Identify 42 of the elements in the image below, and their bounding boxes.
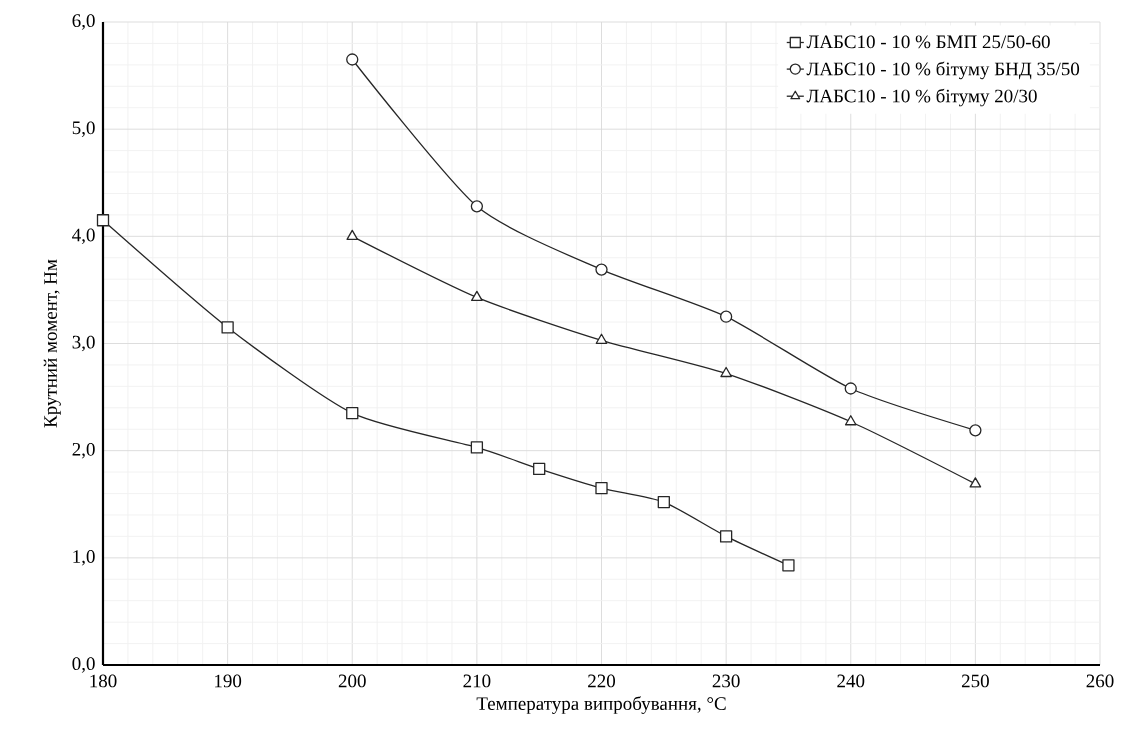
point xyxy=(471,290,483,302)
point xyxy=(346,53,359,66)
x-tick-label: 240 xyxy=(837,674,865,688)
point xyxy=(595,263,608,276)
x-tick-label: 180 xyxy=(90,674,117,688)
point xyxy=(720,366,732,378)
point xyxy=(595,482,608,495)
point xyxy=(719,310,733,323)
y-tick-label: 4,0 xyxy=(72,228,95,245)
point xyxy=(96,214,110,227)
legend-label: ЛАБС10 - 10 % БМП 25/50-60 xyxy=(806,35,1050,49)
point xyxy=(969,424,982,437)
y-tick-label: 2,0 xyxy=(72,442,95,459)
point xyxy=(782,559,795,572)
x-tick-label: 210 xyxy=(463,674,491,688)
point xyxy=(346,229,359,240)
point xyxy=(595,333,608,344)
point xyxy=(346,407,359,420)
legend-label: ЛАБС10 - 10 % бітуму БНД 35/50 xyxy=(806,61,1080,80)
point xyxy=(221,321,234,334)
x-tick-label: 220 xyxy=(588,674,616,688)
y-tick-label: 1,0 xyxy=(73,550,95,566)
x-axis-title: Температура випробування, °C xyxy=(476,696,726,714)
x-tick-label: 230 xyxy=(712,674,740,688)
x-tick-label: 260 xyxy=(1086,674,1114,688)
point xyxy=(470,200,484,213)
y-axis-title: Крутний момент, Нм xyxy=(43,259,61,428)
point xyxy=(719,530,733,543)
y-tick-label: 0,0 xyxy=(72,657,95,673)
point xyxy=(533,462,546,476)
point xyxy=(844,415,857,426)
y-tick-label: 5,0 xyxy=(72,121,95,137)
x-tick-label: 200 xyxy=(338,674,366,688)
point xyxy=(470,441,484,454)
y-tick-label: 6,0 xyxy=(72,14,95,30)
x-tick-label: 190 xyxy=(215,674,242,688)
point xyxy=(657,495,670,509)
point xyxy=(844,382,857,395)
point xyxy=(969,477,982,488)
x-tick-label: 250 xyxy=(961,674,989,688)
legend-label: ЛАБС10 - 10 % бітуму 20/30 xyxy=(806,88,1037,107)
y-tick-label: 3,0 xyxy=(72,335,95,352)
